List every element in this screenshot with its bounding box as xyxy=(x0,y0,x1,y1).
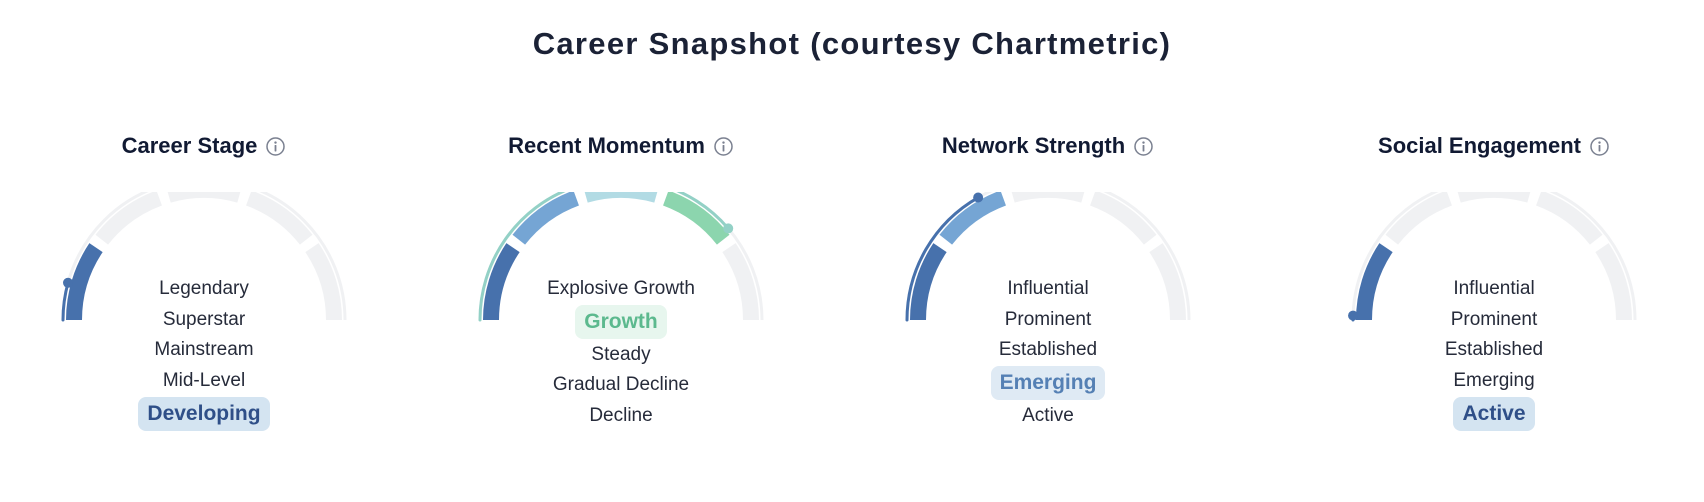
gauge-progress-arc xyxy=(905,196,980,322)
level-item: Mainstream xyxy=(154,339,254,360)
gauge-segment xyxy=(167,192,241,203)
gauge-segment xyxy=(1089,192,1157,245)
gauge-segment xyxy=(1149,243,1186,321)
info-icon[interactable] xyxy=(265,136,286,157)
gauge-segment-filled xyxy=(939,192,1007,245)
card-header: Recent Momentum xyxy=(461,126,781,166)
level-list: Explosive Growth Growth Steady Gradual D… xyxy=(461,274,781,431)
gauge-segment-filled xyxy=(66,243,103,321)
level-item: Legendary xyxy=(159,278,249,299)
gauge-marker xyxy=(1348,310,1359,321)
level-list: Influential Prominent Established Emergi… xyxy=(1334,274,1654,431)
network-strength-card: Network Strength Influential Prominent E… xyxy=(888,126,1208,466)
level-item: Emerging xyxy=(1453,369,1535,391)
card-header: Social Engagement xyxy=(1334,126,1654,166)
network-strength-gauge xyxy=(905,192,1191,322)
card-header: Network Strength xyxy=(888,126,1208,166)
level-item: Prominent xyxy=(1004,308,1092,330)
social-engagement-card: Social Engagement Influential Prominent … xyxy=(1334,126,1654,466)
gauge-outer-track xyxy=(1351,192,1637,321)
level-item: Established xyxy=(998,339,1098,360)
level-item: Explosive Growth xyxy=(547,278,695,299)
level-item-selected: Developing xyxy=(138,396,270,431)
level-list: Legendary Superstar Mainstream Mid-Level… xyxy=(44,274,364,431)
gauge-segment-filled xyxy=(483,243,520,321)
gauge-segment-filled xyxy=(584,192,658,203)
gauge-segment xyxy=(305,243,342,321)
info-glyph xyxy=(266,136,286,156)
gauge-segment-filled xyxy=(910,243,947,321)
gauge-segment xyxy=(1595,243,1632,321)
gauge-segment xyxy=(1011,192,1085,203)
gauge-segment xyxy=(1385,192,1453,245)
gauge-segment xyxy=(95,192,163,245)
level-item: Established xyxy=(1444,339,1544,360)
social-engagement-gauge xyxy=(1348,192,1637,322)
gauge-segment-filled xyxy=(662,192,730,245)
level-item: Mid-Level xyxy=(162,369,246,391)
recent-momentum-gauge xyxy=(478,192,764,322)
gauge-segment xyxy=(1535,192,1603,245)
gauge-segment-filled xyxy=(1356,243,1393,321)
card-title: Recent Momentum xyxy=(508,133,705,158)
info-glyph xyxy=(1134,136,1153,156)
gauge-segment xyxy=(1457,192,1531,203)
card-header: Career Stage xyxy=(44,126,364,166)
level-item: Prominent xyxy=(1450,308,1538,330)
gauge-marker xyxy=(973,192,984,203)
info-glyph xyxy=(714,136,733,156)
level-item: Steady xyxy=(591,343,651,365)
gauge-marker xyxy=(723,223,734,234)
card-title: Network Strength xyxy=(941,133,1126,158)
level-list: Influential Prominent Established Emergi… xyxy=(888,274,1208,431)
gauge-segment-filled xyxy=(512,192,580,245)
career-stage-card: Career Stage Legendary Superstar Mainstr… xyxy=(44,126,364,466)
level-item: Influential xyxy=(1453,278,1535,299)
gauge-segment xyxy=(722,243,759,321)
level-item: Superstar xyxy=(162,308,246,330)
info-icon[interactable] xyxy=(1133,136,1154,157)
page-title: Career Snapshot (courtesy Chartmetric) xyxy=(532,26,1172,61)
level-item: Decline xyxy=(589,404,653,426)
recent-momentum-card: Recent Momentum Explosive Growth Growth … xyxy=(461,126,781,466)
level-item-selected: Emerging xyxy=(990,366,1106,400)
info-icon[interactable] xyxy=(713,136,734,157)
level-item: Active xyxy=(1022,404,1074,426)
level-item: Influential xyxy=(1007,278,1089,299)
gauge-progress-arc xyxy=(478,192,730,322)
gauge-outer-track xyxy=(61,192,347,321)
career-stage-gauge xyxy=(61,192,347,322)
info-icon[interactable] xyxy=(1589,136,1610,157)
level-item-selected: Growth xyxy=(575,305,667,339)
level-item-selected: Active xyxy=(1453,396,1535,431)
card-title: Social Engagement xyxy=(1378,133,1581,158)
card-title: Career Stage xyxy=(121,133,258,158)
gauge-segment xyxy=(245,192,313,245)
info-glyph xyxy=(1590,136,1609,156)
gauge-marker xyxy=(63,277,73,288)
level-item: Gradual Decline xyxy=(552,374,690,395)
